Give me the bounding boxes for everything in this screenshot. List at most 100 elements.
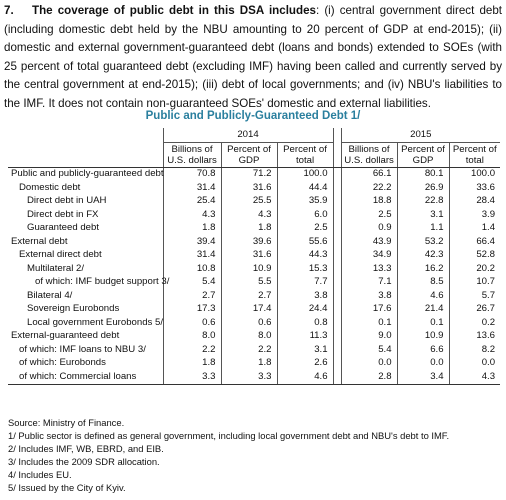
- cell-value: 10.7: [448, 275, 501, 289]
- cell-value: 100.0: [276, 167, 334, 181]
- year-header: 2015: [340, 128, 501, 143]
- table-row: External direct debt 31.4 31.6 44.3 34.9 42.3…: [8, 248, 501, 262]
- table-row: Domestic debt 31.4 31.6 44.4 22.2 26.9 33.6: [8, 181, 501, 195]
- row-label: Guaranteed debt: [27, 222, 100, 234]
- gap-cell: [332, 248, 342, 262]
- column-header: Percent of total: [448, 142, 501, 168]
- table-row: Direct debt in FX 4.3 4.3 6.0 2.5 3.1 3.9: [8, 208, 501, 222]
- cell-value: 2.5: [276, 221, 334, 235]
- cell-value: 42.3: [396, 248, 450, 262]
- cell-value: 44.3: [276, 248, 334, 262]
- row-label: Public and publicly-guaranteed debt: [11, 168, 164, 180]
- gap-cell: [332, 343, 342, 357]
- paragraph: 7. The coverage of public debt in this DS…: [4, 2, 502, 114]
- gap-cell: [332, 275, 342, 289]
- cell-value: 34.9: [340, 248, 398, 262]
- row-label: Direct debt in FX: [27, 208, 99, 220]
- cell-value: 3.9: [448, 208, 501, 222]
- cell-value: 28.4: [448, 194, 501, 208]
- cell-value: 2.8: [340, 370, 398, 385]
- cell-value: 4.6: [396, 289, 450, 303]
- cell-value: 0.0: [448, 356, 501, 370]
- cell-value: 33.6: [448, 181, 501, 195]
- table-row: External debt 39.4 39.6 55.6 43.9 53.2 66.4: [8, 235, 501, 249]
- cell-value: 17.4: [220, 302, 277, 316]
- row-label: Local government Eurobonds 5/: [27, 316, 163, 328]
- table-title: Public and Publicly-Guaranteed Debt 1/: [145, 110, 361, 122]
- cell-value: 1.8: [220, 221, 277, 235]
- table-row: of which: IMF budget support 3/5.4 5.5 7.7…: [8, 275, 501, 289]
- cell-value: 2.2: [162, 343, 221, 357]
- cell-value: 3.8: [276, 289, 334, 303]
- column-header: Percent of GDP: [396, 142, 450, 168]
- gap-cell: [332, 316, 342, 330]
- row-label: External direct debt: [19, 249, 102, 261]
- cell-value: 4.6: [276, 370, 334, 385]
- cell-value: 0.6: [162, 316, 221, 330]
- column-header-row: Billions of U.S. dollars Percent of GDP Pe…: [8, 142, 501, 168]
- gap-cell: [332, 370, 342, 385]
- cell-value: 9.0: [340, 329, 398, 343]
- cell-value: 16.2: [396, 262, 450, 276]
- cell-value: 4.3: [448, 370, 501, 385]
- cell-value: 1.8: [162, 221, 221, 235]
- cell-value: 21.4: [396, 302, 450, 316]
- table-row: of which: Eurobonds 1.8 1.8 2.6 0.0 0.0 0.0: [8, 356, 501, 370]
- row-label: of which: IMF loans to NBU 3/: [19, 343, 146, 355]
- cell-value: 6.0: [276, 208, 334, 222]
- footnote: 2/ Includes IMF, WB, EBRD, and EIB.: [8, 443, 164, 454]
- table-row: Local government Eurobonds 5/0.6 0.6 0.8 0.…: [8, 316, 501, 330]
- gap-cell: [332, 221, 342, 235]
- table-row: Public and publicly-guaranteed debt 70.8 7…: [8, 167, 501, 181]
- table-row: Guaranteed debt 1.8 1.8 2.5 0.9 1.1 1.4: [8, 221, 501, 235]
- cell-value: 43.9: [340, 235, 398, 249]
- gap-cell: [332, 194, 342, 208]
- footnotes: Source: Ministry of Finance. 1/ Public se…: [8, 416, 449, 494]
- gap-cell: [332, 356, 342, 370]
- cell-value: 3.3: [162, 370, 221, 385]
- paragraph-text: : (i) central government direct debt (in…: [4, 4, 503, 110]
- table-row: of which: IMF loans to NBU 3/2.2 2.2 3.1 5.…: [8, 343, 501, 357]
- cell-value: 13.6: [448, 329, 501, 343]
- cell-value: 10.8: [162, 262, 221, 276]
- cell-value: 100.0: [448, 167, 501, 181]
- cell-value: 52.8: [448, 248, 501, 262]
- table-row: Direct debt in UAH 25.4 25.5 35.9 18.8 22.8 28…: [8, 194, 501, 208]
- cell-value: 3.3: [220, 370, 277, 385]
- gap-cell: [332, 289, 342, 303]
- paragraph-number: 7.: [4, 4, 14, 17]
- cell-value: 24.4: [276, 302, 334, 316]
- cell-value: 35.9: [276, 194, 334, 208]
- footnote: 3/ Includes the 2009 SDR allocation.: [8, 456, 160, 467]
- cell-value: 31.6: [220, 248, 277, 262]
- gap-cell: [332, 302, 342, 316]
- cell-value: 1.8: [162, 356, 221, 370]
- cell-value: 8.5: [396, 275, 450, 289]
- cell-value: 2.2: [220, 343, 277, 357]
- cell-value: 44.4: [276, 181, 334, 195]
- cell-value: 8.2: [448, 343, 501, 357]
- column-header: Percent of total: [276, 142, 334, 168]
- cell-value: 39.4: [162, 235, 221, 249]
- gap-cell: [332, 142, 342, 168]
- cell-value: 17.3: [162, 302, 221, 316]
- cell-value: 20.2: [448, 262, 501, 276]
- cell-value: 1.4: [448, 221, 501, 235]
- cell-value: 1.8: [220, 356, 277, 370]
- cell-value: 15.3: [276, 262, 334, 276]
- table-row: External-guaranteed debt 8.0 8.0 11.3 9.0 10.…: [8, 329, 501, 343]
- cell-value: 0.0: [340, 356, 398, 370]
- cell-value: 22.2: [340, 181, 398, 195]
- cell-value: 4.3: [162, 208, 221, 222]
- table-row: Bilateral 4/2.7 2.7 3.8 3.8 4.6 5.7: [8, 289, 501, 303]
- gap-cell: [332, 262, 342, 276]
- gap-cell: [332, 208, 342, 222]
- cell-value: 31.6: [220, 181, 277, 195]
- cell-value: 0.2: [448, 316, 501, 330]
- row-label: Sovereign Eurobonds: [27, 303, 120, 315]
- cell-value: 10.9: [220, 262, 277, 276]
- row-label: of which: IMF budget support 3/: [35, 276, 170, 288]
- cell-value: 71.2: [220, 167, 277, 181]
- row-label: External-guaranteed debt: [11, 330, 120, 342]
